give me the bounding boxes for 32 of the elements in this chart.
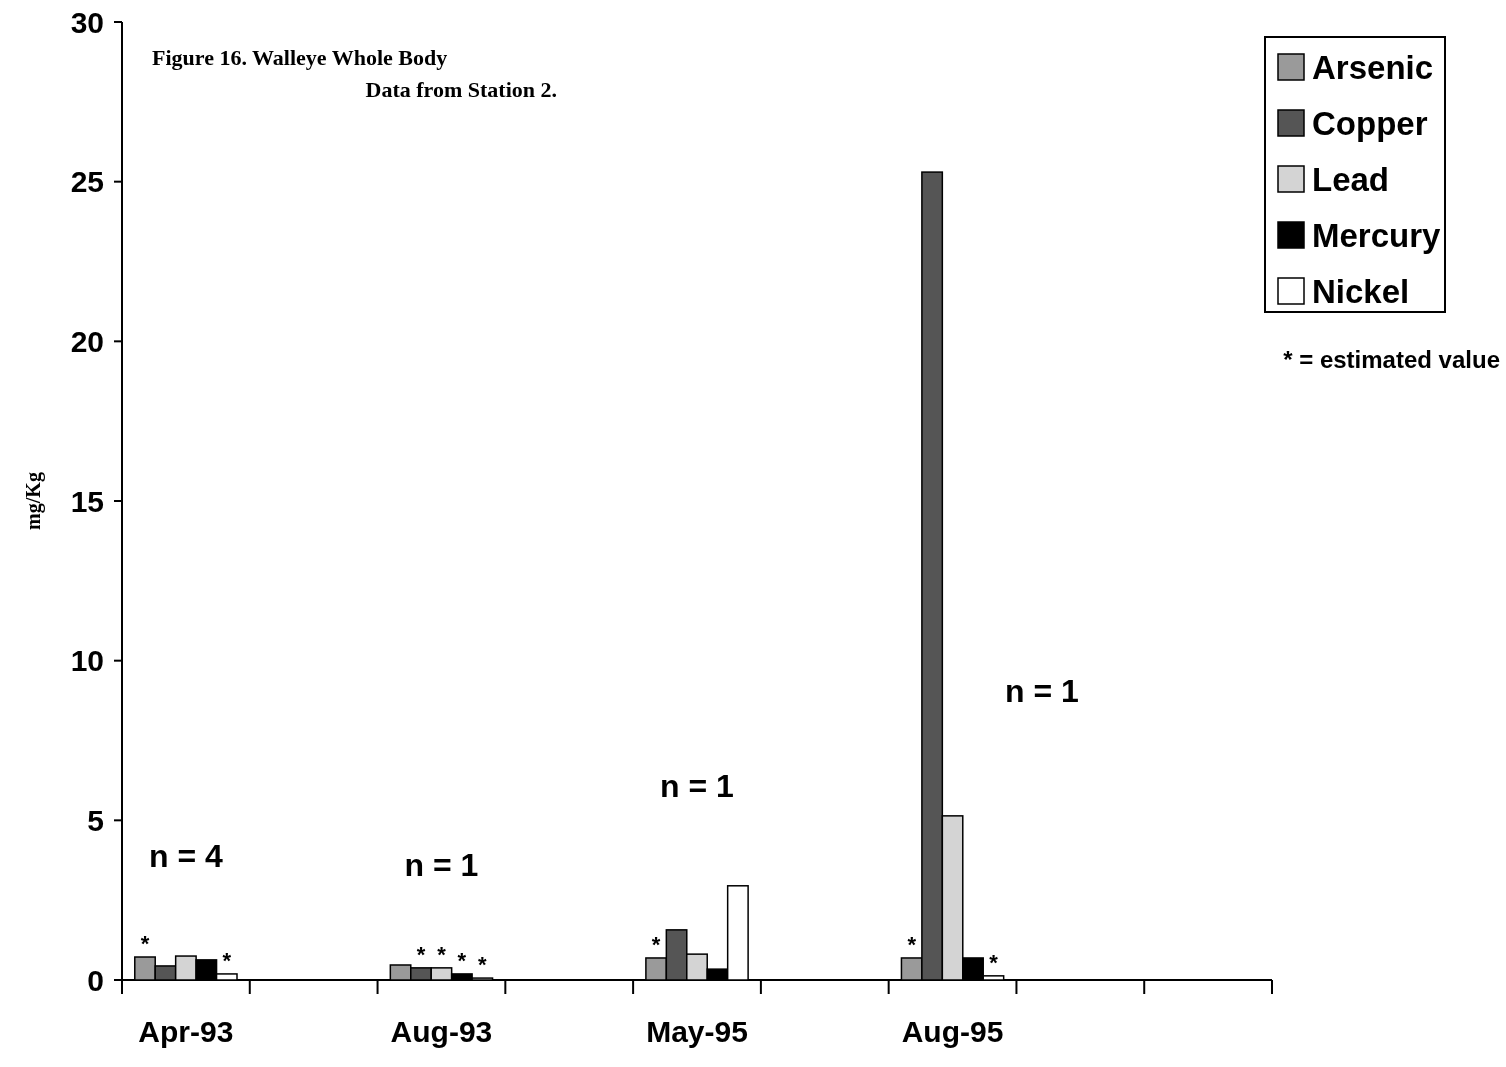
annotation: n = 1 (404, 847, 479, 884)
text: * = estimated value (1283, 346, 1500, 373)
annotation: n = 1 (660, 768, 734, 804)
y-tick-label: 15 (70, 484, 104, 518)
y-tick-label: 10 (70, 644, 104, 678)
data-label: * (140, 931, 150, 957)
x-tick-label: May-95 (646, 1015, 748, 1048)
legend-label: Lead (1312, 160, 1390, 198)
x-tick-label: Apr-93 (138, 1015, 234, 1048)
annotation: n = 4 (148, 838, 223, 875)
y-tick-label: 30 (70, 5, 104, 39)
data-label: * (222, 947, 232, 973)
x-tick-label: Aug-95 (901, 1015, 1004, 1048)
legend-label: Nickel (1312, 272, 1410, 310)
legend-label: Mercury (1312, 216, 1442, 254)
legend-label: Arsenic (1312, 48, 1434, 86)
data-label: * (907, 931, 917, 957)
data-label: * (457, 947, 467, 973)
data-label: * (478, 952, 488, 978)
text: Figure 16. Walleye Whole Body Data from Station 2. (152, 45, 557, 102)
y-tick-label: 0 (87, 963, 104, 997)
legend-label: Copper (1312, 104, 1428, 142)
data-label: * (989, 949, 999, 975)
y-tick-label: 5 (87, 803, 104, 837)
x-tick-label: Aug-93 (390, 1015, 493, 1048)
data-label: * (416, 941, 426, 967)
data-label: * (651, 931, 661, 957)
annotation: n = 1 (1005, 673, 1079, 710)
y-tick-label: 20 (70, 324, 104, 358)
y-tick-label: 25 (70, 165, 104, 199)
data-label: * (437, 941, 447, 967)
y-axis-title: mg/Kg (22, 472, 45, 530)
